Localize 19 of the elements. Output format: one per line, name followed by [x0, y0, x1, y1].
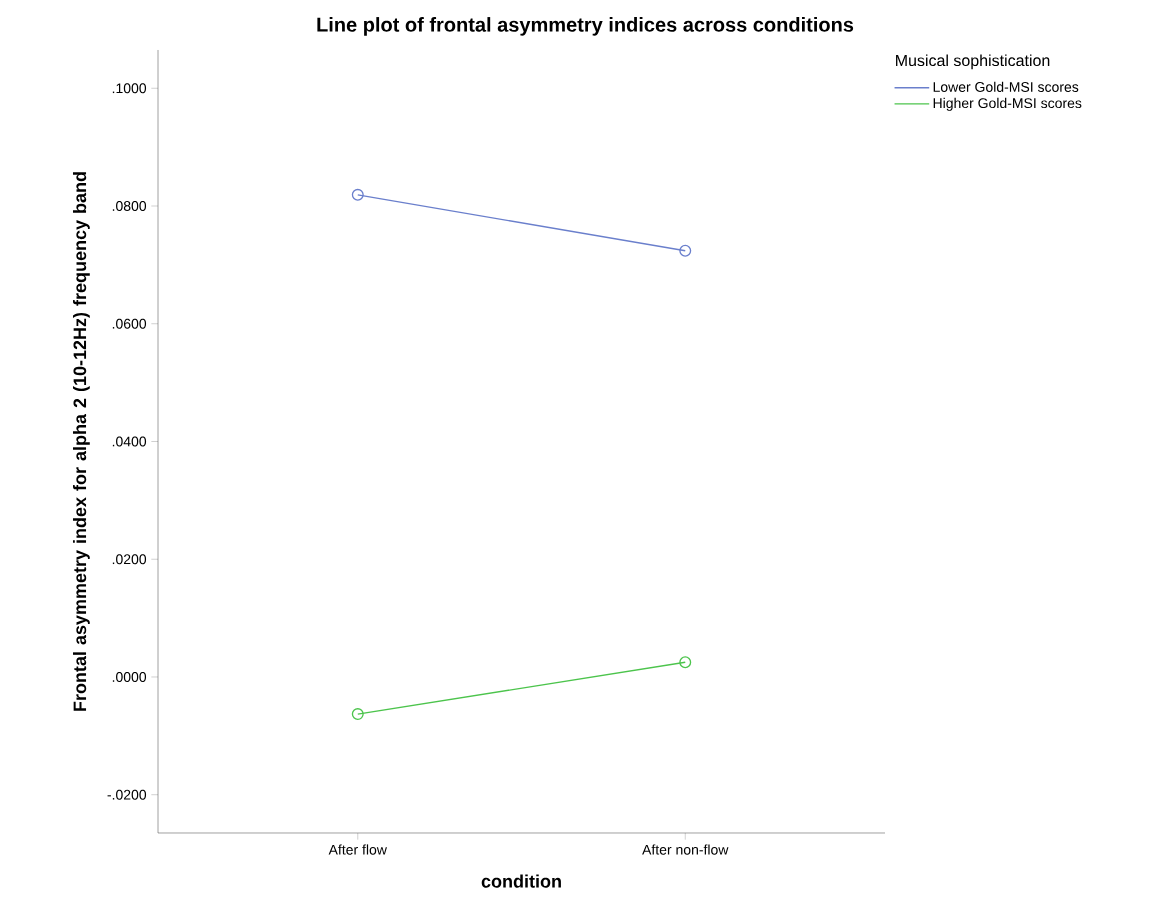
y-tick-label: -.0200: [107, 789, 147, 800]
y-axis-title: Frontal asymmetry index for alpha 2 (10-12Hz) frequency band: [72, 172, 90, 711]
y-tick-label: .0800: [112, 201, 147, 211]
x-tick-label: After non-flow: [642, 844, 729, 855]
y-tick-label: .0400: [112, 436, 147, 447]
legend-title: Musical sophistication: [896, 54, 1050, 70]
y-tick-label: .1000: [112, 83, 147, 94]
legend-label: Higher Gold-MSI scores: [933, 97, 1082, 111]
point: [351, 708, 364, 721]
y-tick-label: .0600: [112, 318, 147, 329]
point: [679, 244, 692, 257]
y-tick-label: .0200: [112, 554, 147, 565]
legend-label: Lower Gold-MSI scores: [933, 81, 1079, 92]
x-tick-label: After flow: [328, 844, 387, 855]
chart-title: Line plot of frontal asymmetry indices across conditions: [317, 17, 854, 36]
point: [351, 188, 364, 201]
x-axis-title: condition: [481, 874, 561, 888]
point: [679, 656, 692, 669]
y-tick-label: .0000: [112, 672, 147, 682]
